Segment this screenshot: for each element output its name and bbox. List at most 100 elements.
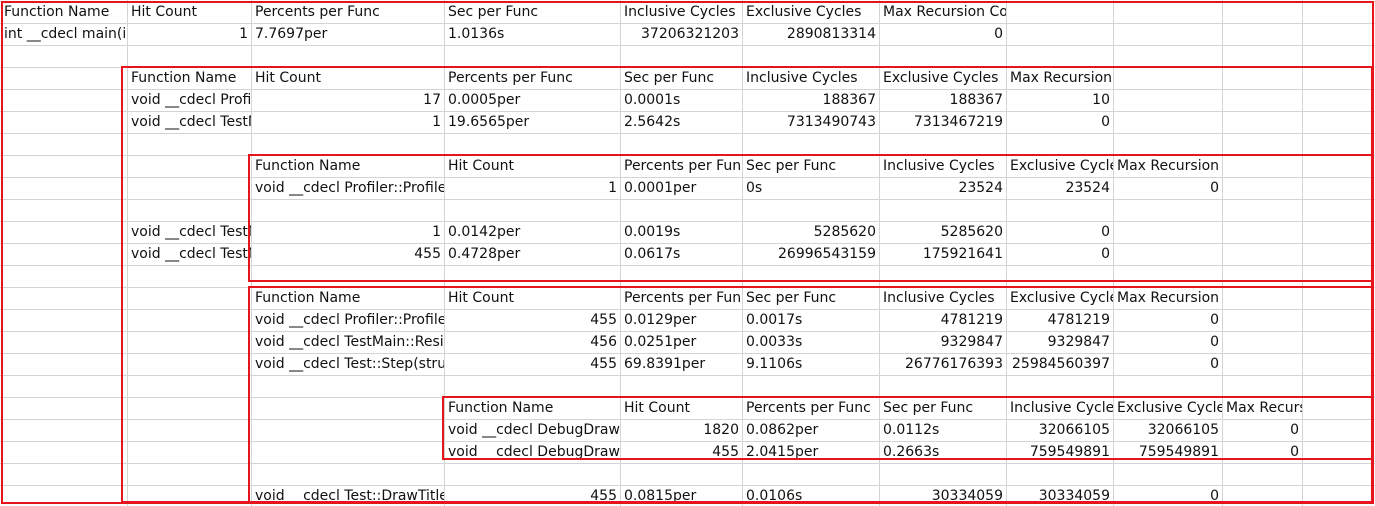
cell[interactable]: 32066105 <box>1147 422 1219 438</box>
cell[interactable]: Exclusive Cycles <box>883 70 999 86</box>
cell[interactable]: Exclusive Cycle <box>1117 400 1222 416</box>
cell[interactable]: Inclusive Cycles <box>883 290 995 306</box>
cell[interactable]: 30334059 <box>1038 488 1110 504</box>
cell[interactable]: Hit Count <box>448 290 514 306</box>
cell[interactable]: 2.5642s <box>624 114 681 130</box>
cell[interactable]: Sec per Func <box>448 4 539 20</box>
cell[interactable]: 9329847 <box>1047 334 1110 350</box>
cell[interactable]: void __cdecl Test::DrawTitle( <box>255 488 444 504</box>
cell[interactable]: 0.0862per <box>746 422 819 438</box>
cell[interactable]: 456 <box>590 334 617 350</box>
cell[interactable]: 2.0415per <box>746 444 819 460</box>
cell[interactable]: Percents per Func <box>255 4 380 20</box>
cell[interactable]: 69.8391per <box>624 356 706 372</box>
cell[interactable]: 26776176393 <box>905 356 1003 372</box>
cell[interactable]: void __cdecl TestM <box>131 114 251 130</box>
cell[interactable]: 23524 <box>958 180 1003 196</box>
cell[interactable]: 0.0617s <box>624 246 681 262</box>
cell[interactable]: Exclusive Cycle <box>1010 158 1113 174</box>
cell[interactable]: 188367 <box>822 92 876 108</box>
cell[interactable]: 0.4728per <box>448 246 521 262</box>
cell[interactable]: 455 <box>414 246 441 262</box>
cell[interactable]: 0.0033s <box>746 334 803 350</box>
cell[interactable]: 9.1106s <box>746 356 803 372</box>
cell[interactable]: 23524 <box>1065 180 1110 196</box>
cell[interactable]: 1 <box>608 180 617 196</box>
cell[interactable]: 17 <box>423 92 441 108</box>
cell[interactable]: Percents per Func <box>448 70 573 86</box>
cell[interactable]: Percents per Fun <box>624 158 742 174</box>
cell[interactable]: 0.0251per <box>624 334 697 350</box>
cell[interactable]: 0s <box>746 180 763 196</box>
cell[interactable]: Sec per Func <box>624 70 715 86</box>
cell[interactable]: void __cdecl DebugDraw <box>448 422 620 438</box>
cell[interactable]: 0.0142per <box>448 224 521 240</box>
cell[interactable]: Max Recursion Count <box>1117 290 1222 306</box>
cell[interactable]: 32066105 <box>1038 422 1110 438</box>
cell[interactable]: Inclusive Cycle <box>1010 400 1113 416</box>
cell[interactable]: 1 <box>239 26 248 42</box>
cell[interactable]: 25984560397 <box>1012 356 1110 372</box>
cell[interactable]: 4781219 <box>1047 312 1110 328</box>
cell[interactable]: 0 <box>1290 422 1299 438</box>
cell[interactable]: 1.0136s <box>448 26 505 42</box>
cell[interactable]: 1 <box>432 224 441 240</box>
cell[interactable]: void __cdecl TestM <box>131 246 251 262</box>
cell[interactable]: Hit Count <box>131 4 197 20</box>
cell[interactable]: 0 <box>1210 312 1219 328</box>
cell[interactable]: 7313467219 <box>913 114 1003 130</box>
cell[interactable]: Function Name <box>255 290 361 306</box>
cell[interactable]: Max Recursion Count <box>1117 158 1222 174</box>
cell[interactable]: void __cdecl Profiler::Profile <box>255 180 444 196</box>
cell[interactable]: Sec per Func <box>746 290 837 306</box>
cell[interactable]: 0 <box>1290 444 1299 460</box>
cell[interactable]: 455 <box>590 488 617 504</box>
cell[interactable]: void __cdecl DebugDraw <box>448 444 620 460</box>
cell[interactable]: 0.0017s <box>746 312 803 328</box>
cell[interactable]: 0.0129per <box>624 312 697 328</box>
cell[interactable]: 0 <box>1210 488 1219 504</box>
cell[interactable]: Inclusive Cycles <box>624 4 736 20</box>
cell[interactable]: Inclusive Cycles <box>746 70 858 86</box>
cell[interactable]: 759549891 <box>1029 444 1110 460</box>
cell[interactable]: 10 <box>1092 92 1110 108</box>
cell[interactable]: Sec per Func <box>883 400 974 416</box>
cell[interactable]: 5285620 <box>940 224 1003 240</box>
cell[interactable]: 0.0106s <box>746 488 803 504</box>
cell[interactable]: 0 <box>994 26 1003 42</box>
cell[interactable]: Percents per Func <box>746 400 871 416</box>
cell[interactable]: 0.0019s <box>624 224 681 240</box>
cell[interactable]: Function Name <box>448 400 554 416</box>
cell[interactable]: Max Recursion Count <box>1226 400 1302 416</box>
cell[interactable]: 19.6565per <box>448 114 530 130</box>
cell[interactable]: Max Recursion Count <box>883 4 1006 20</box>
cell[interactable]: 7313490743 <box>786 114 876 130</box>
cell[interactable]: Function Name <box>4 4 110 20</box>
cell[interactable]: 37206321203 <box>641 26 739 42</box>
cell[interactable]: void __cdecl Profiler::Profile <box>255 312 444 328</box>
cell[interactable]: Hit Count <box>624 400 690 416</box>
cell[interactable]: 0.0001s <box>624 92 681 108</box>
cell[interactable]: 0 <box>1101 224 1110 240</box>
cell[interactable]: Exclusive Cycle <box>1010 290 1113 306</box>
cell[interactable]: Max Recursion Count <box>1010 70 1113 86</box>
cell[interactable]: Hit Count <box>255 70 321 86</box>
cell[interactable]: Function Name <box>255 158 361 174</box>
cell[interactable]: Inclusive Cycles <box>883 158 995 174</box>
cell[interactable]: 0 <box>1210 356 1219 372</box>
cell[interactable]: 0.2663s <box>883 444 940 460</box>
cell[interactable]: 188367 <box>949 92 1003 108</box>
cell[interactable]: 175921641 <box>922 246 1003 262</box>
cell[interactable]: 0 <box>1210 334 1219 350</box>
cell[interactable]: 26996543159 <box>778 246 876 262</box>
cell[interactable]: 4781219 <box>940 312 1003 328</box>
cell[interactable]: void __cdecl TestM <box>131 224 251 240</box>
cell[interactable]: 455 <box>590 356 617 372</box>
cell[interactable]: 1820 <box>703 422 739 438</box>
cell[interactable]: 0.0112s <box>883 422 940 438</box>
cell[interactable]: 30334059 <box>931 488 1003 504</box>
cell[interactable]: int __cdecl main(i <box>4 26 127 42</box>
cell[interactable]: 455 <box>712 444 739 460</box>
cell[interactable]: Percents per Fun <box>624 290 742 306</box>
